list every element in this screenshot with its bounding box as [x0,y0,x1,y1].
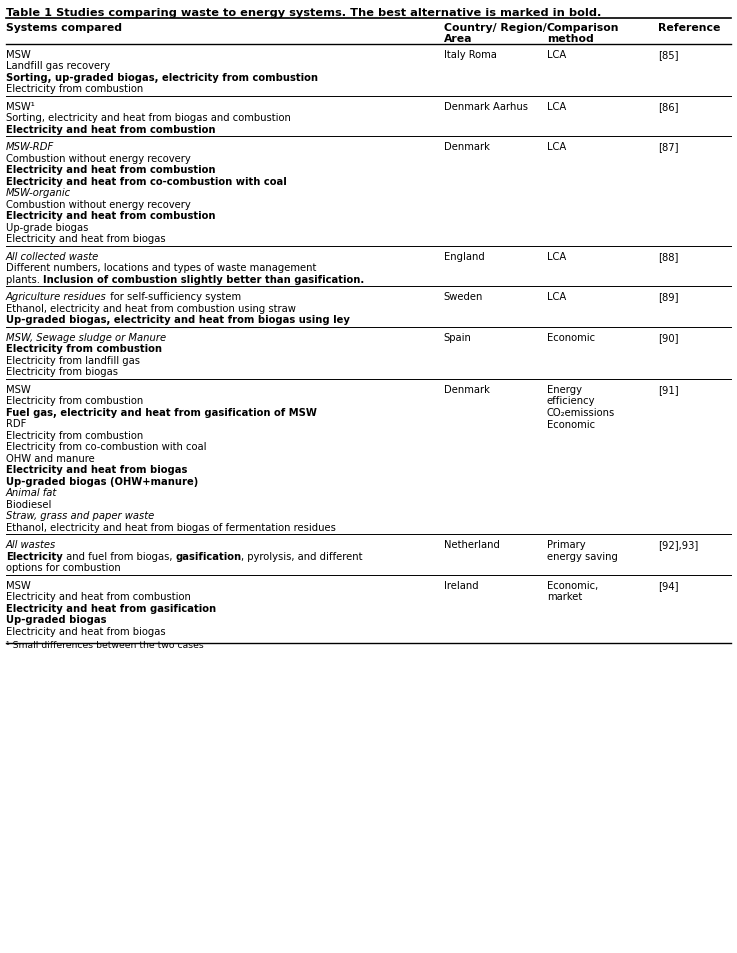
Text: Electricity from landfill gas: Electricity from landfill gas [6,355,140,365]
Text: Denmark: Denmark [444,384,489,395]
Text: [85]: [85] [658,50,679,60]
Text: Biodiesel: Biodiesel [6,499,52,509]
Text: Netherland: Netherland [444,539,500,550]
Text: for self-sufficiency system: for self-sufficiency system [107,292,241,302]
Text: Electricity and heat from biogas: Electricity and heat from biogas [6,465,187,475]
Text: Italy Roma: Italy Roma [444,50,497,60]
Text: LCA: LCA [547,142,566,152]
Text: All wastes: All wastes [6,539,56,550]
Text: MSW-organic: MSW-organic [6,188,71,198]
Text: Combustion without energy recovery: Combustion without energy recovery [6,153,191,164]
Text: Electricity from combustion: Electricity from combustion [6,84,143,94]
Text: Agriculture residues: Agriculture residues [6,292,107,302]
Text: Up-grade biogas: Up-grade biogas [6,223,88,233]
Text: MSW, Sewage sludge or Manure: MSW, Sewage sludge or Manure [6,333,166,342]
Text: , pyrolysis, and different: , pyrolysis, and different [242,551,363,561]
Text: Primary
energy saving: Primary energy saving [547,539,618,561]
Text: Economic: Economic [547,333,595,342]
Text: ¹ Small differences between the two cases: ¹ Small differences between the two case… [6,640,203,650]
Text: [90]: [90] [658,333,679,342]
Text: [88]: [88] [658,252,679,261]
Text: Electricity and heat from biogas: Electricity and heat from biogas [6,234,166,244]
Text: Up-graded biogas, electricity and heat from biogas using ley: Up-graded biogas, electricity and heat f… [6,315,350,325]
Text: LCA: LCA [547,102,566,112]
Text: Straw, grass and paper waste: Straw, grass and paper waste [6,511,154,520]
Text: Denmark Aarhus: Denmark Aarhus [444,102,528,112]
Text: Energy
efficiency
CO₂emissions
Economic: Energy efficiency CO₂emissions Economic [547,384,615,429]
Text: Sorting, up-graded biogas, electricity from combustion: Sorting, up-graded biogas, electricity f… [6,72,318,83]
Text: Sorting, electricity and heat from biogas and combustion: Sorting, electricity and heat from bioga… [6,113,291,123]
Text: Electricity from combustion: Electricity from combustion [6,395,143,406]
Text: Up-graded biogas: Up-graded biogas [6,615,106,624]
Text: Electricity from biogas: Electricity from biogas [6,367,118,376]
Text: Inclusion of combustion slightly better than gasification.: Inclusion of combustion slightly better … [43,274,364,285]
Text: Country/ Region/
Area: Country/ Region/ Area [444,23,546,44]
Text: Electricity and heat from gasification: Electricity and heat from gasification [6,603,216,613]
Text: Combustion without energy recovery: Combustion without energy recovery [6,199,191,210]
Text: Table 1 Studies comparing waste to energy systems. The best alternative is marke: Table 1 Studies comparing waste to energ… [6,8,601,18]
Text: [87]: [87] [658,142,679,152]
Text: Ethanol, electricity and heat from biogas of fermentation residues: Ethanol, electricity and heat from bioga… [6,522,336,532]
Text: options for combustion: options for combustion [6,562,121,573]
Text: LCA: LCA [547,292,566,302]
Text: MSW-RDF: MSW-RDF [6,142,54,152]
Text: Spain: Spain [444,333,472,342]
Text: OHW and manure: OHW and manure [6,454,94,463]
Text: MSW: MSW [6,384,31,395]
Text: Reference: Reference [658,23,721,32]
Text: Up-graded biogas (OHW+manure): Up-graded biogas (OHW+manure) [6,476,198,486]
Text: [94]: [94] [658,580,679,590]
Text: Denmark: Denmark [444,142,489,152]
Text: Landfill gas recovery: Landfill gas recovery [6,61,110,71]
Text: Animal fat: Animal fat [6,488,57,497]
Text: LCA: LCA [547,252,566,261]
Text: Electricity from co-combustion with coal: Electricity from co-combustion with coal [6,442,206,452]
Text: [92],93]: [92],93] [658,539,699,550]
Text: Electricity and heat from combustion: Electricity and heat from combustion [6,211,215,221]
Text: MSW: MSW [6,50,31,60]
Text: MSW: MSW [6,580,31,590]
Text: Sweden: Sweden [444,292,483,302]
Text: Electricity from combustion: Electricity from combustion [6,344,162,354]
Text: Comparison
method: Comparison method [547,23,619,44]
Text: Electricity and heat from biogas: Electricity and heat from biogas [6,626,166,637]
Text: Different numbers, locations and types of waste management: Different numbers, locations and types o… [6,263,316,273]
Text: [89]: [89] [658,292,679,302]
Text: and fuel from biogas,: and fuel from biogas, [63,551,175,561]
Text: [91]: [91] [658,384,679,395]
Text: Electricity and heat from combustion: Electricity and heat from combustion [6,165,215,175]
Text: All collected waste: All collected waste [6,252,99,261]
Text: Electricity and heat from combustion: Electricity and heat from combustion [6,592,191,601]
Text: plants.: plants. [6,274,43,285]
Text: RDF: RDF [6,419,27,429]
Text: England: England [444,252,484,261]
Text: Electricity: Electricity [6,551,63,561]
Text: Electricity from combustion: Electricity from combustion [6,431,143,440]
Text: Ireland: Ireland [444,580,478,590]
Text: Ethanol, electricity and heat from combustion using straw: Ethanol, electricity and heat from combu… [6,303,296,314]
Text: [86]: [86] [658,102,679,112]
Text: MSW¹: MSW¹ [6,102,35,112]
Text: Systems compared: Systems compared [6,23,122,32]
Text: gasification: gasification [175,551,242,561]
Text: Fuel gas, electricity and heat from gasification of MSW: Fuel gas, electricity and heat from gasi… [6,407,317,417]
Text: LCA: LCA [547,50,566,60]
Text: Economic,
market: Economic, market [547,580,598,601]
Text: Electricity and heat from co-combustion with coal: Electricity and heat from co-combustion … [6,176,287,187]
Text: Electricity and heat from combustion: Electricity and heat from combustion [6,125,215,134]
